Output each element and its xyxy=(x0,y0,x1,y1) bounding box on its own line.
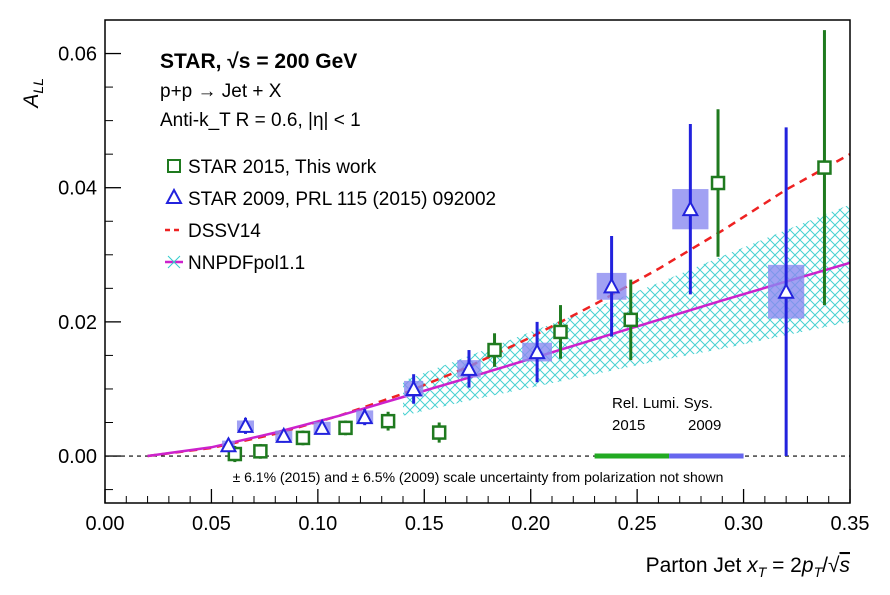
data-points xyxy=(219,30,832,463)
star2015-point-1 xyxy=(253,444,268,459)
axes: 0.00 0.05 0.10 0.15 0.20 0.25 0.30 0.35 0.00 0.02… xyxy=(58,44,869,535)
header-line-3: Anti-k_T R = 0.6, |η| < 1 xyxy=(160,110,361,131)
footnote: ± 6.1% (2015) and ± 6.5% (2009) scale un… xyxy=(233,469,724,485)
rel-lumi-label-2009: 2009 xyxy=(688,417,721,434)
y-tick-label: 0.02 xyxy=(58,312,97,334)
star2015-point-5 xyxy=(431,425,447,440)
legend-marker-star-2009 xyxy=(165,187,183,204)
x-tick-label: 0.20 xyxy=(511,513,550,535)
x-tick-label: 0.25 xyxy=(618,513,657,535)
star2015-point-4 xyxy=(380,413,396,429)
plot-frame xyxy=(104,19,851,504)
star2015-point-3 xyxy=(338,420,353,436)
header-line-2: p+p → Jet + X xyxy=(160,81,282,102)
star2015-point-8 xyxy=(623,312,639,328)
y-tick-label: 0.06 xyxy=(58,44,97,66)
star2009-point-7 xyxy=(528,342,546,360)
star2009-point-10 xyxy=(777,282,795,299)
legend-label-nnpdf: NNPDFpol1.1 xyxy=(188,253,305,274)
legend-marker-star-2015 xyxy=(167,159,181,173)
header-line-1: STAR, √s = 200 GeV xyxy=(160,50,357,73)
legend-label-dssv14: DSSV14 xyxy=(188,221,261,242)
x-tick-label: 0.30 xyxy=(724,513,763,535)
rel-lumi-title: Rel. Lumi. Sys. xyxy=(612,395,713,412)
legend-label-star-2015: STAR 2015, This work xyxy=(188,157,377,178)
y-tick-label: 0.00 xyxy=(58,446,97,468)
star2009-point-8 xyxy=(602,277,621,294)
x-tick-label: 0.05 xyxy=(192,513,231,535)
x-tick-label: 0.10 xyxy=(298,513,337,535)
star2009-point-9 xyxy=(681,200,700,217)
legend-marker-nnpdf-band xyxy=(167,255,181,269)
x-axis-title: Parton Jet xT = 2pT/√s xyxy=(646,554,851,580)
curve-nnpdfpol1-1 xyxy=(147,261,851,458)
star2009-point-5 xyxy=(404,379,423,396)
star2015-point-2 xyxy=(295,430,311,446)
star2015-point-9 xyxy=(710,175,726,191)
star2009-point-2 xyxy=(275,426,293,443)
rel-lumi-annotation: Rel. Lumi. Sys. 2015 2009 xyxy=(594,395,744,459)
star2009-point-4 xyxy=(356,408,374,425)
y-axis-title: ALL xyxy=(20,78,46,110)
star2009-point-3 xyxy=(313,418,331,435)
x-tick-label: 0.15 xyxy=(405,513,444,535)
star2009-point-6 xyxy=(460,359,478,376)
star2015-point-10 xyxy=(817,160,832,175)
rel-lumi-label-2015: 2015 xyxy=(612,417,645,434)
star2015-point-6 xyxy=(487,342,502,358)
star2009-point-1 xyxy=(236,416,255,433)
x-tick-label: 0.35 xyxy=(831,513,870,535)
legend: STAR 2015, This work STAR 2009, PRL 115 … xyxy=(165,157,496,274)
star2009-point-0 xyxy=(219,436,238,453)
y-tick-label: 0.04 xyxy=(58,178,97,200)
legend-label-star-2009: STAR 2009, PRL 115 (2015) 092002 xyxy=(188,189,496,210)
star2015-point-7 xyxy=(553,324,568,340)
x-tick-label: 0.00 xyxy=(86,513,125,535)
